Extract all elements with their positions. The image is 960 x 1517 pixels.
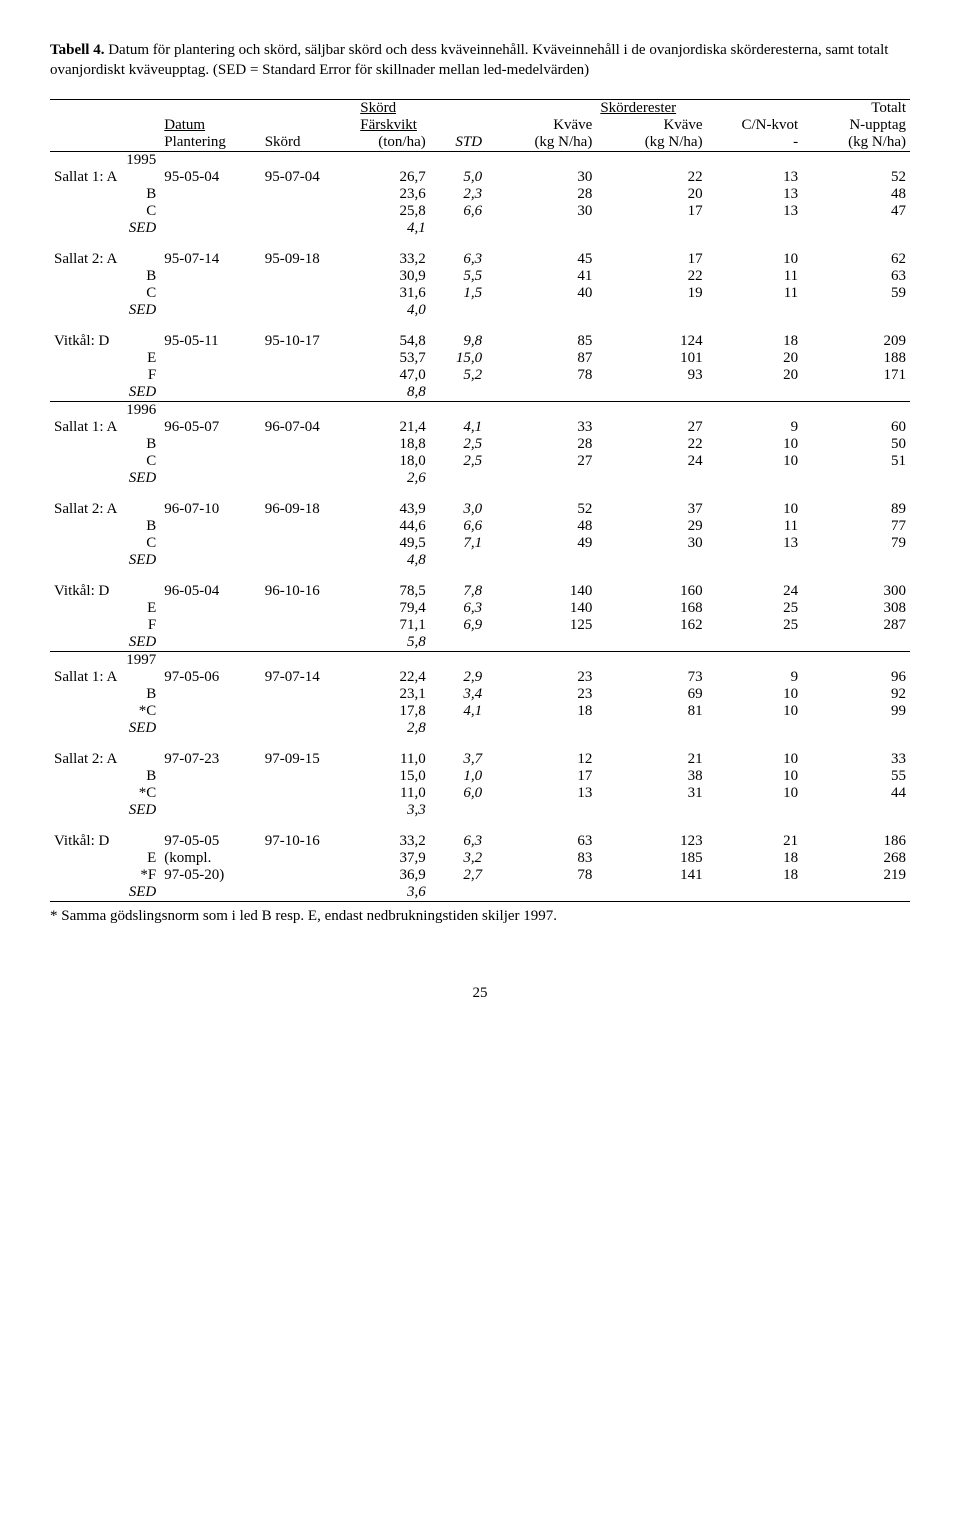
hdr-skorderester: Skörderester xyxy=(600,100,676,116)
hdr-kgnha2: (kg N/ha) xyxy=(596,134,706,152)
table-row: B15,01,017381055 xyxy=(50,768,910,785)
hdr-skord: Skörd xyxy=(360,100,396,116)
gap-row xyxy=(50,819,910,833)
hdr-totalt: Totalt xyxy=(802,99,910,117)
table-caption: Tabell 4. Datum för plantering och skörd… xyxy=(50,40,910,81)
table-row: Vitkål: D97-05-0597-10-1633,26,363123211… xyxy=(50,833,910,850)
table-row: *C11,06,013311044 xyxy=(50,785,910,802)
gap-row xyxy=(50,319,910,333)
table-row: C25,86,630171347 xyxy=(50,203,910,220)
caption-text: Datum för plantering och skörd, säljbar … xyxy=(50,42,888,78)
table-row: B23,62,328201348 xyxy=(50,186,910,203)
sed-row: SED3,6 xyxy=(50,884,910,902)
table-row: Sallat 1: A95-05-0495-07-0426,75,0302213… xyxy=(50,169,910,186)
year-row: 1995 xyxy=(50,151,910,169)
sed-row: SED5,8 xyxy=(50,634,910,652)
table-row: E79,46,314016825308 xyxy=(50,600,910,617)
hdr-skord-date: Skörd xyxy=(261,134,357,152)
table-row: B18,82,528221050 xyxy=(50,436,910,453)
gap-row xyxy=(50,737,910,751)
sed-row: SED3,3 xyxy=(50,802,910,819)
hdr-farskvikt: Färskvikt xyxy=(360,117,417,133)
page-number: 25 xyxy=(50,985,910,1002)
gap-row xyxy=(50,569,910,583)
hdr-kvave1: Kväve xyxy=(486,117,596,134)
hdr-plantering: Plantering xyxy=(160,134,260,152)
table-row: C31,61,540191159 xyxy=(50,285,910,302)
table-row: B30,95,541221163 xyxy=(50,268,910,285)
hdr-kvave2: Kväve xyxy=(596,117,706,134)
sed-row: SED2,8 xyxy=(50,720,910,737)
table-row: *C17,84,118811099 xyxy=(50,703,910,720)
table-row: B23,13,423691092 xyxy=(50,686,910,703)
hdr-kgnha3: (kg N/ha) xyxy=(802,134,910,152)
table-row: Sallat 1: A97-05-0697-07-1422,42,9237399… xyxy=(50,669,910,686)
year-row: 1997 xyxy=(50,652,910,669)
hdr-nupptag: N-upptag xyxy=(802,117,910,134)
table-row: Sallat 1: A96-05-0796-07-0421,44,1332796… xyxy=(50,419,910,436)
sed-row: SED2,6 xyxy=(50,470,910,487)
table-row: C18,02,527241051 xyxy=(50,453,910,470)
table-row: Sallat 2: A96-07-1096-09-1843,93,0523710… xyxy=(50,501,910,518)
sed-row: SED4,1 xyxy=(50,220,910,237)
table-row: E(kompl.37,93,28318518268 xyxy=(50,850,910,867)
hdr-cnkvot: C/N-kvot xyxy=(707,117,803,134)
table-row: Sallat 2: A95-07-1495-09-1833,26,3451710… xyxy=(50,251,910,268)
table-row: Vitkål: D95-05-1195-10-1754,89,885124182… xyxy=(50,333,910,350)
year-row: 1996 xyxy=(50,402,910,419)
sed-row: SED8,8 xyxy=(50,384,910,402)
hdr-tonha: (ton/ha) xyxy=(356,134,430,152)
caption-lead: Tabell 4. xyxy=(50,42,104,58)
table-row: B44,66,648291177 xyxy=(50,518,910,535)
table-row: F47,05,2789320171 xyxy=(50,367,910,384)
data-table: Skörd Skörderester Totalt Datum Färskvik… xyxy=(50,99,910,902)
table-footnote: * Samma gödslingsnorm som i led B resp. … xyxy=(50,908,910,925)
gap-row xyxy=(50,487,910,501)
hdr-datum: Datum xyxy=(164,117,205,133)
hdr-dash: - xyxy=(707,134,803,152)
table-row: F71,16,912516225287 xyxy=(50,617,910,634)
table-row: *F97-05-20)36,92,77814118219 xyxy=(50,867,910,884)
gap-row xyxy=(50,237,910,251)
hdr-kgnha1: (kg N/ha) xyxy=(486,134,596,152)
sed-row: SED4,8 xyxy=(50,552,910,569)
header-row-2: Datum Färskvikt Kväve Kväve C/N-kvot N-u… xyxy=(50,117,910,134)
hdr-std: STD xyxy=(430,134,486,152)
header-row-1: Skörd Skörderester Totalt xyxy=(50,99,910,117)
table-row: Sallat 2: A97-07-2397-09-1511,03,7122110… xyxy=(50,751,910,768)
sed-row: SED4,0 xyxy=(50,302,910,319)
table-row: E53,715,08710120188 xyxy=(50,350,910,367)
table-row: C49,57,149301379 xyxy=(50,535,910,552)
header-row-3: Plantering Skörd (ton/ha) STD (kg N/ha) … xyxy=(50,134,910,152)
table-row: Vitkål: D96-05-0496-10-1678,57,814016024… xyxy=(50,583,910,600)
